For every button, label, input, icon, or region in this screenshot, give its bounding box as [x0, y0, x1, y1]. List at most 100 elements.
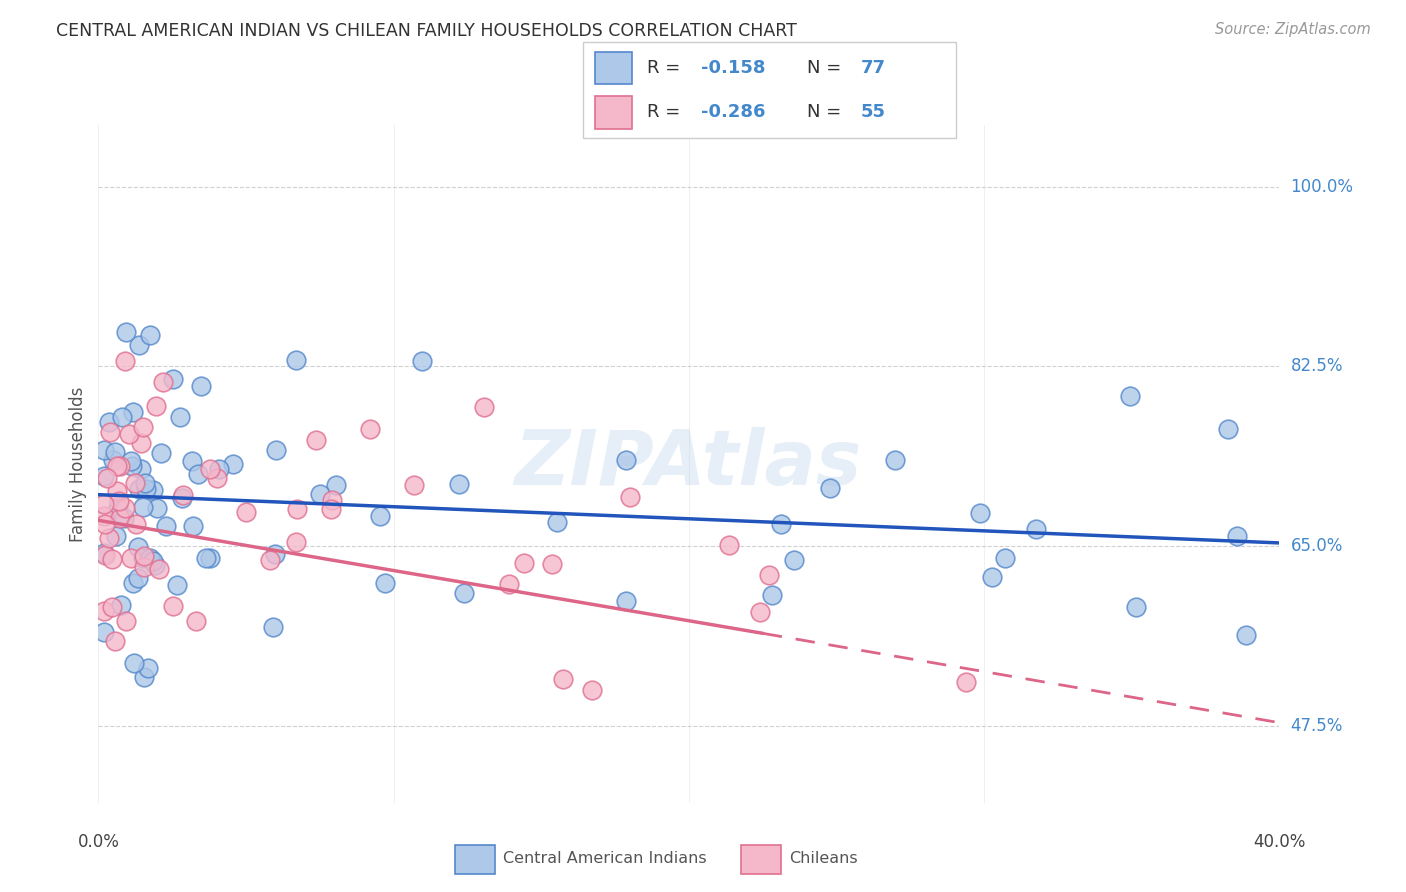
Text: 0.0%: 0.0%	[77, 833, 120, 851]
Point	[121, 404, 143, 418]
Point	[195, 550, 218, 565]
Point	[782, 553, 804, 567]
Text: R =: R =	[647, 59, 686, 77]
Text: Source: ZipAtlas.com: Source: ZipAtlas.com	[1215, 22, 1371, 37]
Point	[155, 518, 177, 533]
Point	[121, 459, 143, 474]
Point	[129, 462, 152, 476]
Point	[124, 476, 146, 491]
Point	[614, 452, 637, 467]
Point	[138, 328, 160, 343]
Point	[132, 670, 155, 684]
Point	[129, 436, 152, 450]
Point	[142, 483, 165, 497]
Point	[235, 505, 257, 519]
Text: N =: N =	[807, 103, 846, 121]
Bar	[595, 95, 631, 128]
Point	[359, 422, 381, 436]
Point	[172, 491, 194, 505]
Point	[108, 458, 131, 473]
Point	[128, 337, 150, 351]
Point	[112, 511, 135, 525]
Point	[110, 599, 132, 613]
Text: 40.0%: 40.0%	[1253, 833, 1306, 851]
Point	[132, 500, 155, 515]
Point	[1226, 529, 1249, 543]
Point	[513, 556, 536, 570]
Point	[114, 354, 136, 368]
Point	[761, 588, 783, 602]
Point	[128, 483, 150, 497]
Point	[152, 375, 174, 389]
Point	[308, 487, 330, 501]
Point	[96, 471, 118, 485]
Text: 82.5%: 82.5%	[1291, 358, 1343, 376]
Point	[93, 497, 115, 511]
Point	[1025, 523, 1047, 537]
Point	[616, 594, 638, 608]
Point	[1125, 599, 1147, 614]
Point	[319, 502, 342, 516]
Point	[104, 445, 127, 459]
Text: 65.0%: 65.0%	[1291, 537, 1343, 555]
Point	[136, 661, 159, 675]
Point	[93, 545, 115, 559]
Point	[104, 634, 127, 648]
Point	[107, 500, 129, 515]
Point	[619, 491, 641, 505]
Point	[305, 433, 328, 447]
Point	[101, 453, 124, 467]
Point	[93, 468, 115, 483]
Point	[132, 550, 155, 565]
Point	[198, 551, 221, 566]
Point	[139, 551, 162, 566]
Point	[93, 509, 115, 524]
Point	[187, 467, 209, 481]
Point	[264, 547, 287, 561]
Text: CENTRAL AMERICAN INDIAN VS CHILEAN FAMILY HOUSEHOLDS CORRELATION CHART: CENTRAL AMERICAN INDIAN VS CHILEAN FAMIL…	[56, 22, 797, 40]
Point	[122, 656, 145, 670]
Point	[135, 482, 157, 496]
Point	[818, 482, 841, 496]
Point	[717, 538, 740, 552]
Point	[321, 492, 343, 507]
Text: 55: 55	[860, 103, 886, 121]
Y-axis label: Family Households: Family Households	[69, 386, 87, 541]
FancyBboxPatch shape	[583, 42, 956, 138]
Point	[98, 416, 121, 430]
Point	[100, 551, 122, 566]
Point	[1234, 628, 1257, 642]
Point	[769, 516, 792, 531]
Point	[94, 548, 117, 562]
Bar	[595, 52, 631, 85]
Point	[134, 475, 156, 490]
Point	[190, 379, 212, 393]
Point	[758, 567, 780, 582]
Point	[105, 484, 128, 499]
Point	[181, 454, 204, 468]
Text: N =: N =	[807, 59, 846, 77]
Point	[222, 457, 245, 471]
Point	[498, 576, 520, 591]
Point	[93, 604, 115, 618]
Point	[264, 443, 287, 458]
Point	[115, 614, 138, 628]
Point	[447, 477, 470, 491]
Point	[553, 672, 575, 686]
Point	[120, 454, 142, 468]
Point	[101, 600, 124, 615]
Point	[115, 326, 138, 340]
Point	[259, 553, 281, 567]
Point	[969, 507, 991, 521]
Point	[181, 519, 204, 533]
Point	[325, 477, 347, 491]
Point	[205, 471, 228, 485]
Point	[1216, 421, 1239, 435]
Point	[93, 442, 115, 457]
Point	[118, 427, 141, 442]
Text: -0.286: -0.286	[700, 103, 765, 121]
Point	[132, 419, 155, 434]
Point	[145, 558, 167, 573]
Point	[172, 488, 194, 502]
Bar	[456, 845, 495, 874]
